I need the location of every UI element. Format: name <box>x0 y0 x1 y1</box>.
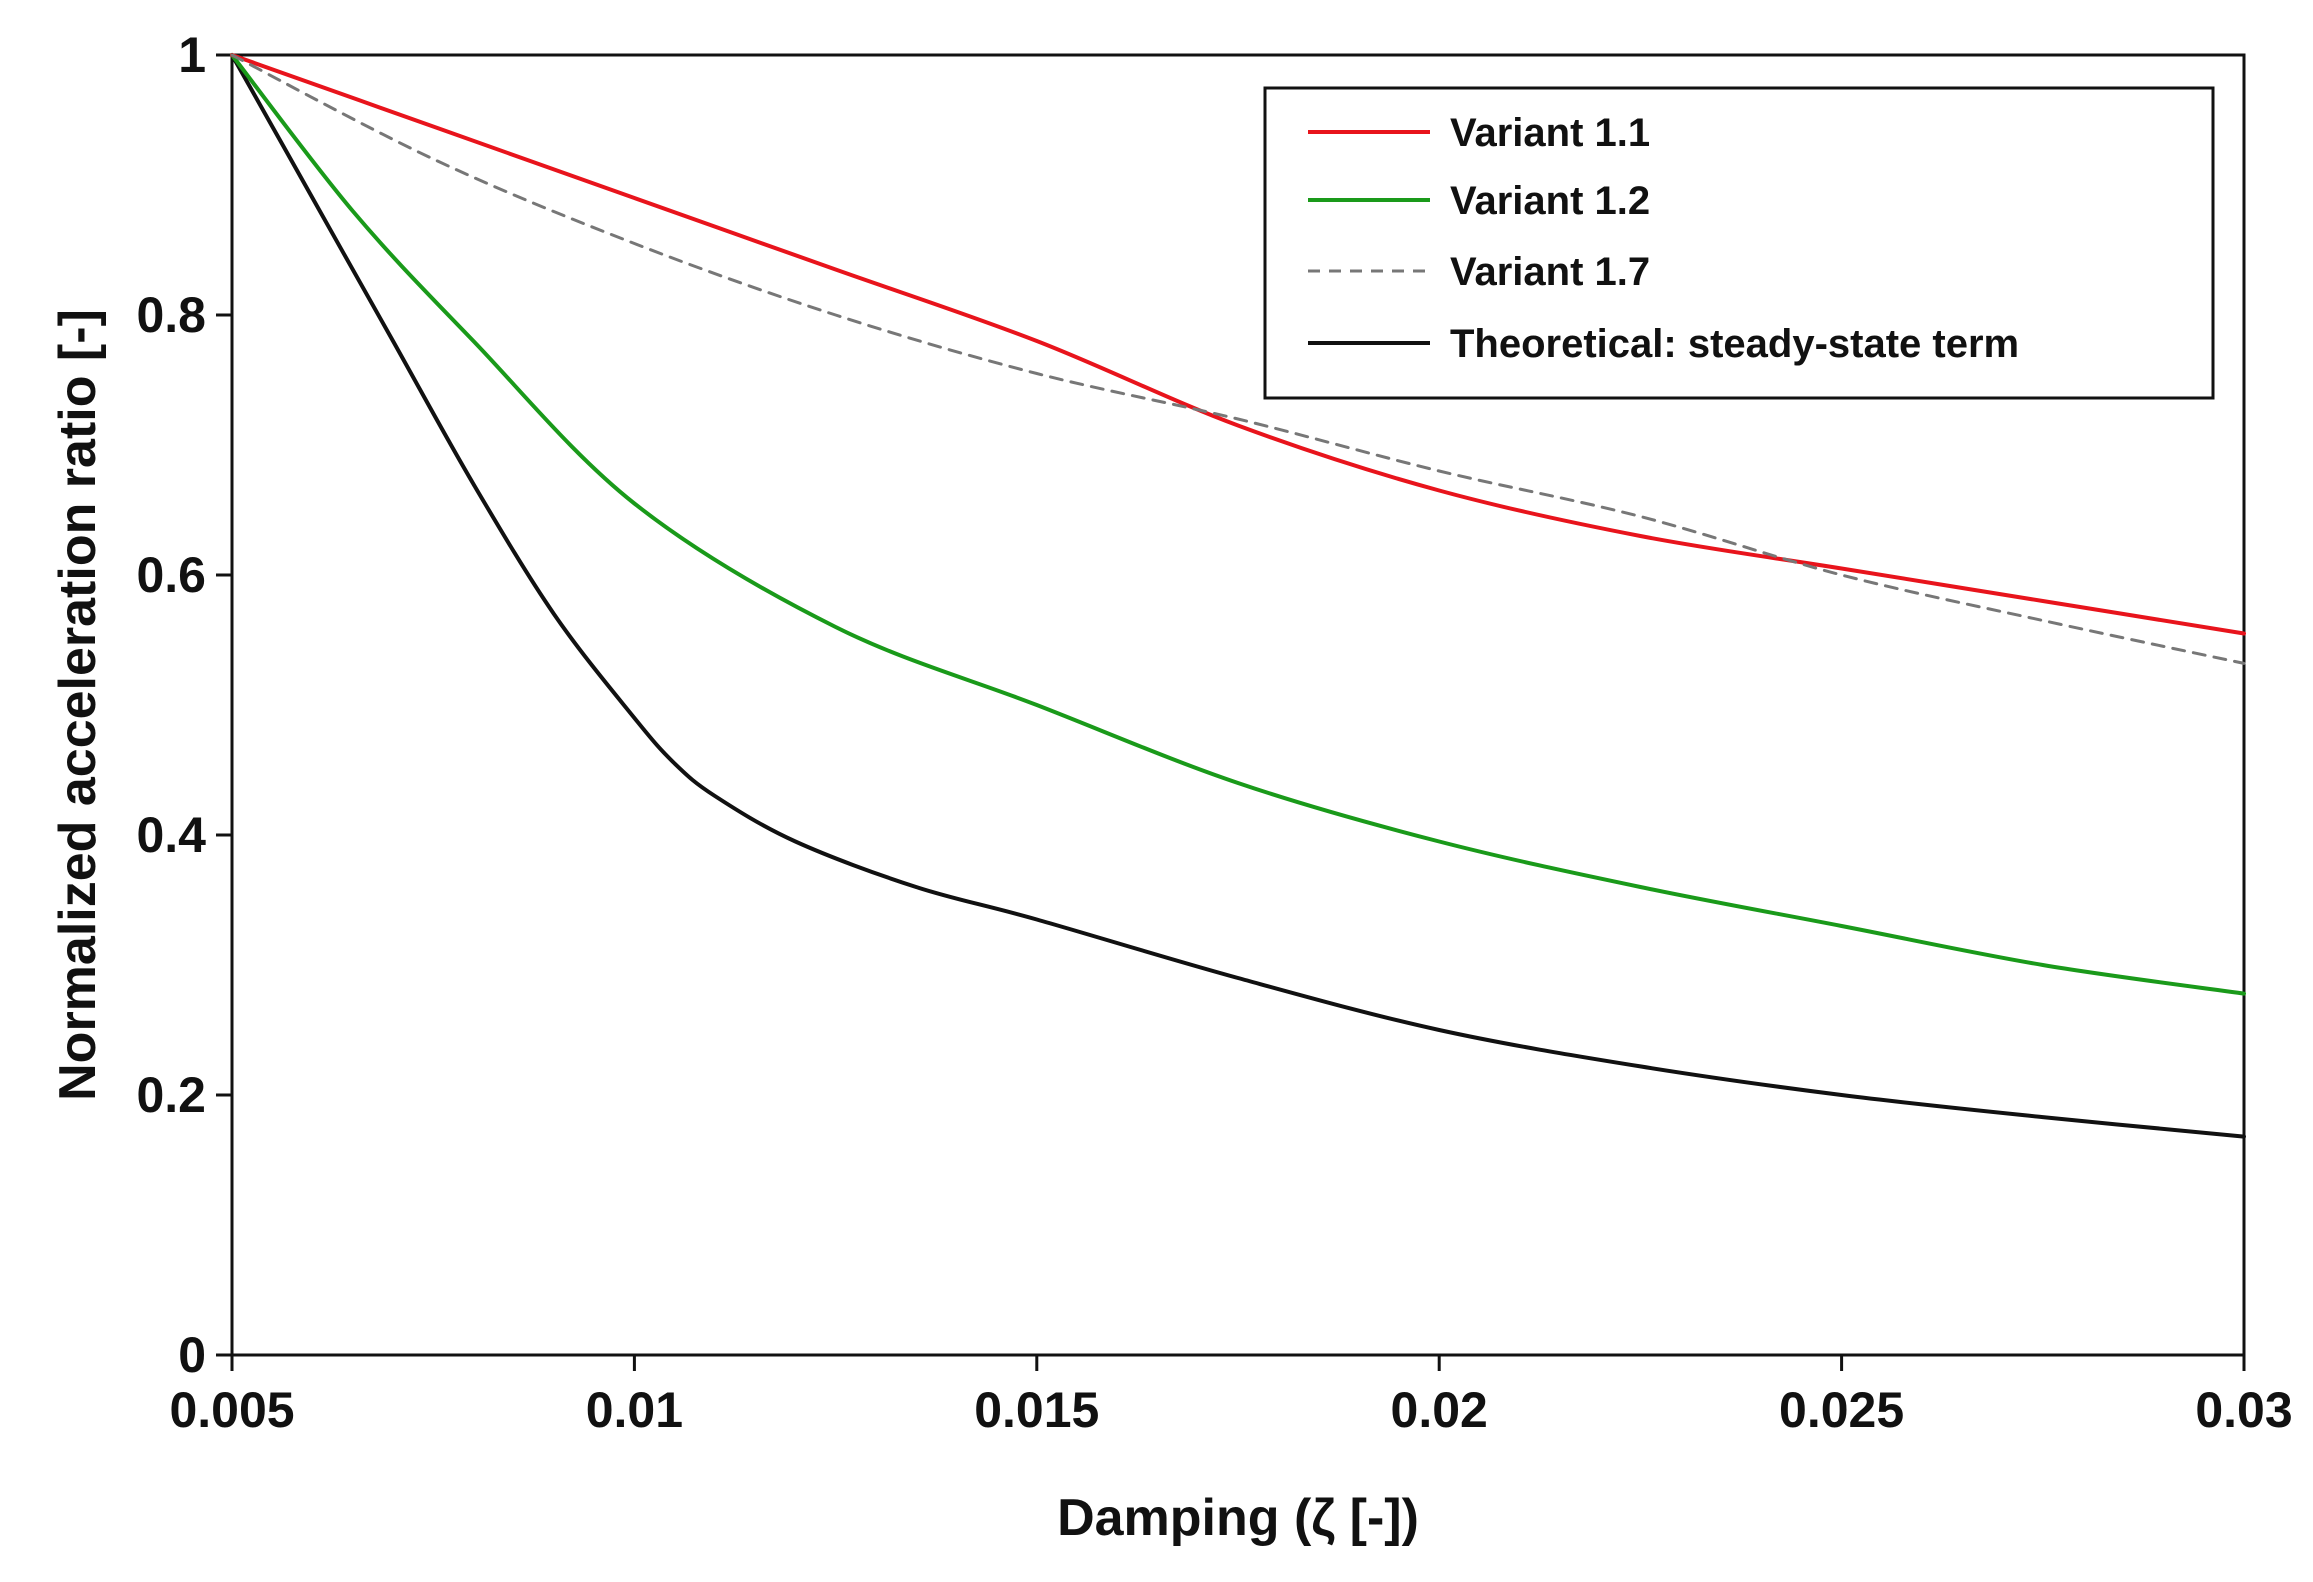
legend: Variant 1.1 Variant 1.2 Variant 1.7 Theoret… <box>1263 86 2215 400</box>
series-line-theoretical-steady-state-term <box>230 53 2246 1139</box>
legend-label: Variant 1.1 <box>1450 111 1650 155</box>
legend-label: Variant 1.7 <box>1450 250 1650 294</box>
x-tick-label: 0.02 <box>1391 1382 1488 1438</box>
x-axis: 0.005 0.01 0.015 0.02 0.025 0.03 <box>169 1355 2293 1438</box>
series-line-variant-1-1 <box>230 53 2246 636</box>
series-line-variant-1-2 <box>230 53 2246 996</box>
y-tick-label: 0.8 <box>136 287 206 343</box>
y-tick-label: 0.2 <box>136 1067 206 1123</box>
x-tick-label: 0.025 <box>1779 1382 1904 1438</box>
x-tick-label: 0.03 <box>2195 1382 2292 1438</box>
x-tick-label: 0.005 <box>169 1382 294 1438</box>
y-tick-label: 1 <box>178 27 206 83</box>
x-tick-label: 0.015 <box>974 1382 1099 1438</box>
series-line-variant-1-7 <box>230 53 2246 665</box>
y-tick-label: 0.4 <box>136 807 206 863</box>
y-tick-label: 0.6 <box>136 547 206 603</box>
series-layer <box>230 53 2246 1139</box>
x-axis-title: Damping (ζ [-]) <box>1057 1489 1419 1547</box>
plot-frame <box>230 53 2246 1357</box>
x-tick-label: 0.01 <box>586 1382 683 1438</box>
y-axis: 0 0.2 0.4 0.6 0.8 1 <box>136 27 232 1383</box>
y-axis-title: Normalized acceleration ratio [-] <box>49 309 107 1101</box>
y-tick-label: 0 <box>178 1327 206 1383</box>
legend-label: Theoretical: steady-state term <box>1450 322 2019 366</box>
legend-label: Variant 1.2 <box>1450 179 1650 223</box>
legend-box <box>1263 86 2215 400</box>
